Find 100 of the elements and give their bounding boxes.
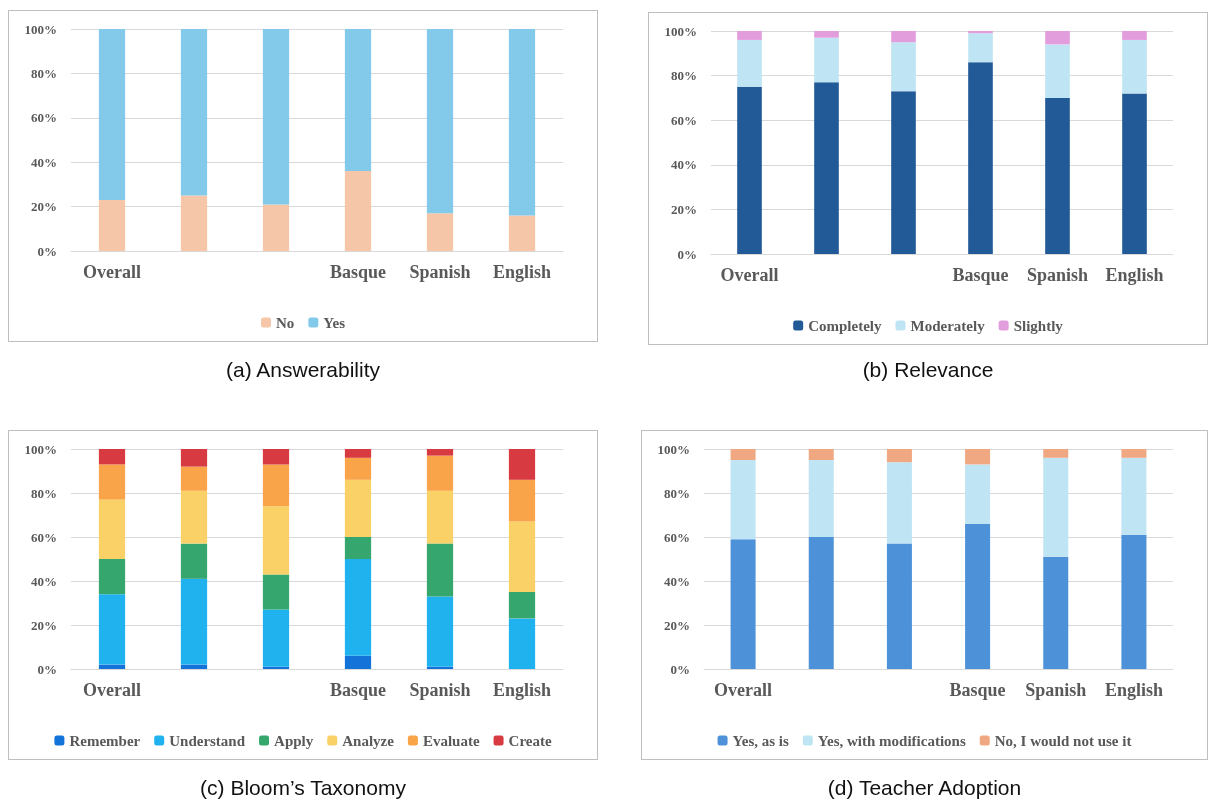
y-tick-label: 0%: [37, 661, 57, 677]
bar: [344, 457, 372, 480]
bar: [98, 449, 126, 465]
bar: [344, 29, 372, 172]
y-tick-label: 0%: [37, 243, 57, 259]
bar: [180, 543, 208, 579]
x-tick-label: Overall: [83, 680, 141, 700]
legend-label: Completely: [808, 317, 882, 334]
bar: [426, 490, 454, 544]
bar: [814, 31, 839, 38]
bar: [262, 449, 290, 465]
y-tick-label: 80%: [31, 485, 57, 501]
legend-label: Understand: [169, 732, 246, 749]
legend-label: Analyze: [342, 732, 395, 749]
bar: [1121, 534, 1147, 669]
legend-label: No, I would not use it: [994, 732, 1132, 749]
bar: [98, 559, 126, 595]
legend-label: Yes, with modifications: [817, 732, 966, 749]
bar: [1045, 44, 1070, 98]
bar: [426, 449, 454, 456]
y-tick-label: 60%: [664, 529, 690, 545]
bar: [180, 664, 208, 669]
bar: [262, 29, 290, 205]
legend-label: Yes, as is: [732, 732, 789, 749]
bar: [891, 42, 916, 92]
bar: [968, 33, 993, 63]
bar: [1122, 31, 1147, 40]
legend-label: Remember: [69, 732, 141, 749]
bar: [98, 594, 126, 665]
bar: [508, 29, 536, 216]
bar: [891, 31, 916, 43]
x-tick-label: Basque: [329, 680, 387, 700]
bar: [262, 464, 290, 507]
bar: [98, 499, 126, 559]
bar: [965, 464, 991, 524]
y-tick-label: 100%: [657, 441, 690, 457]
legend-label: Evaluate: [422, 732, 480, 749]
bar: [344, 449, 372, 458]
y-tick-label: 60%: [31, 110, 57, 126]
bar: [730, 460, 756, 540]
bar: [180, 490, 208, 544]
y-tick-label: 60%: [31, 529, 57, 545]
bar: [344, 537, 372, 559]
x-tick-label: English: [492, 262, 552, 282]
y-tick-label: 20%: [671, 201, 697, 217]
bar: [508, 449, 536, 480]
legend-label: Apply: [274, 732, 314, 749]
bar: [344, 655, 372, 669]
bar: [808, 449, 834, 460]
bar: [1121, 457, 1147, 535]
bar: [737, 39, 762, 87]
x-tick-label: English: [492, 680, 552, 700]
bar: [1043, 457, 1069, 557]
bar: [426, 666, 454, 669]
text: (d) Teacher Adoption: [826, 776, 1023, 800]
legend-label: Moderately: [910, 317, 986, 334]
bar: [98, 29, 126, 200]
y-tick-label: 0%: [677, 246, 697, 262]
bar: [965, 449, 991, 465]
bar: [1045, 31, 1070, 45]
bar: [426, 596, 454, 667]
bar: [180, 578, 208, 665]
bar: [808, 460, 834, 537]
bar: [426, 455, 454, 491]
bar: [180, 449, 208, 467]
bar: [508, 521, 536, 592]
bar: [1122, 39, 1147, 94]
y-tick-label: 100%: [24, 21, 57, 37]
bar: [886, 462, 912, 544]
bar: [1121, 449, 1147, 458]
bar: [344, 171, 372, 251]
bar: [1045, 97, 1070, 254]
y-tick-label: 80%: [671, 68, 697, 84]
legend-label: No: [276, 314, 295, 331]
y-tick-label: 40%: [31, 154, 57, 170]
x-tick-label: Overall: [714, 680, 773, 700]
bar: [98, 664, 126, 669]
bar: [508, 479, 536, 522]
legend-label: Create: [508, 732, 552, 749]
bar: [262, 666, 290, 669]
x-tick-label: Basque: [329, 262, 387, 282]
y-tick-label: 80%: [31, 65, 57, 81]
x-tick-label: Spanish: [409, 680, 471, 700]
y-tick-label: 40%: [671, 157, 697, 173]
text: (c) Bloom’s Taxonomy: [199, 776, 407, 800]
bar: [891, 91, 916, 254]
x-tick-label: Spanish: [409, 262, 471, 282]
bar: [344, 479, 372, 537]
y-tick-label: 20%: [664, 617, 690, 633]
bar: [886, 449, 912, 463]
bar: [98, 464, 126, 500]
bar: [180, 29, 208, 196]
y-tick-label: 100%: [664, 23, 697, 39]
bar: [508, 215, 536, 251]
bar: [1122, 93, 1147, 254]
x-tick-label: English: [1105, 265, 1164, 285]
bar: [886, 543, 912, 669]
y-tick-label: 80%: [664, 485, 690, 501]
x-tick-label: Spanish: [1026, 265, 1089, 285]
bar: [262, 609, 290, 667]
